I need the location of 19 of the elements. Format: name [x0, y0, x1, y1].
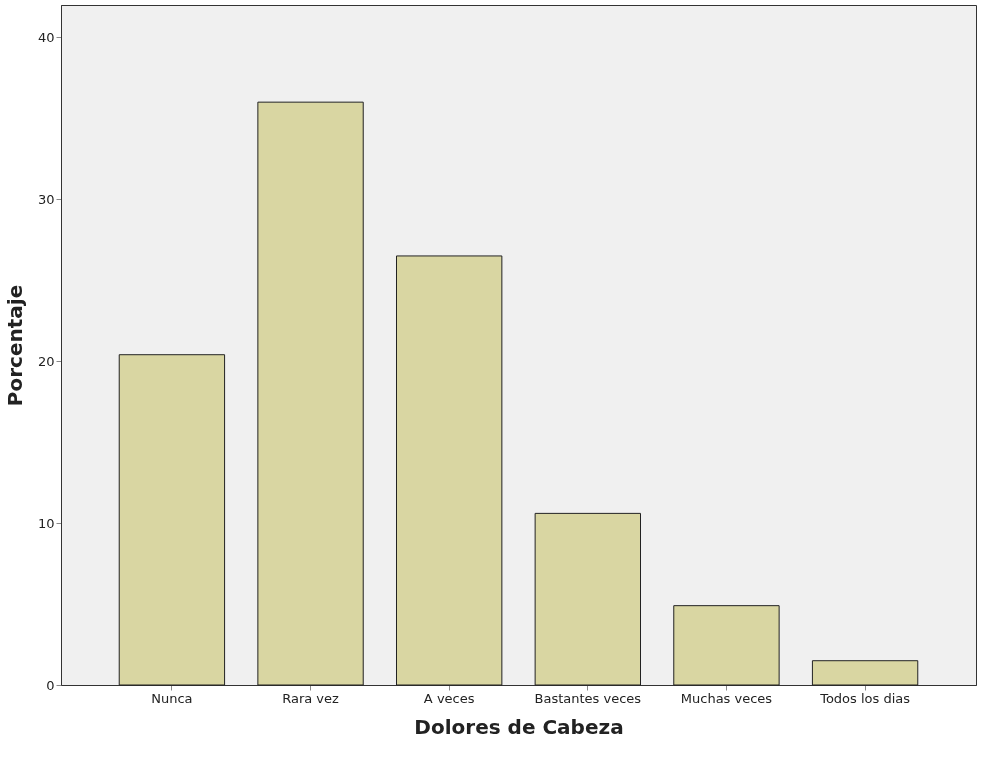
x-tick-label: Rara vez [282, 690, 340, 706]
bar [396, 255, 503, 686]
x-tick-label: Todos los dias [819, 690, 911, 706]
x-tick-label: Nunca [151, 690, 193, 706]
y-axis-title: Porcentaje [2, 284, 27, 407]
bar [534, 512, 641, 686]
bar [673, 605, 780, 686]
x-tick-label: Bastantes veces [534, 690, 642, 706]
y-tick-label: 10 [37, 515, 55, 531]
x-tick-label: Muchas veces [680, 690, 773, 706]
x-axis-title: Dolores de Cabeza [414, 714, 624, 739]
y-tick-label: 0 [46, 677, 55, 693]
bar [118, 354, 226, 686]
y-tick-label: 40 [37, 29, 55, 45]
y-tick-label: 20 [37, 353, 55, 369]
x-tick-label: A veces [423, 690, 475, 706]
y-tick-label: 30 [37, 191, 55, 207]
bar [257, 101, 364, 686]
bar [811, 660, 919, 686]
